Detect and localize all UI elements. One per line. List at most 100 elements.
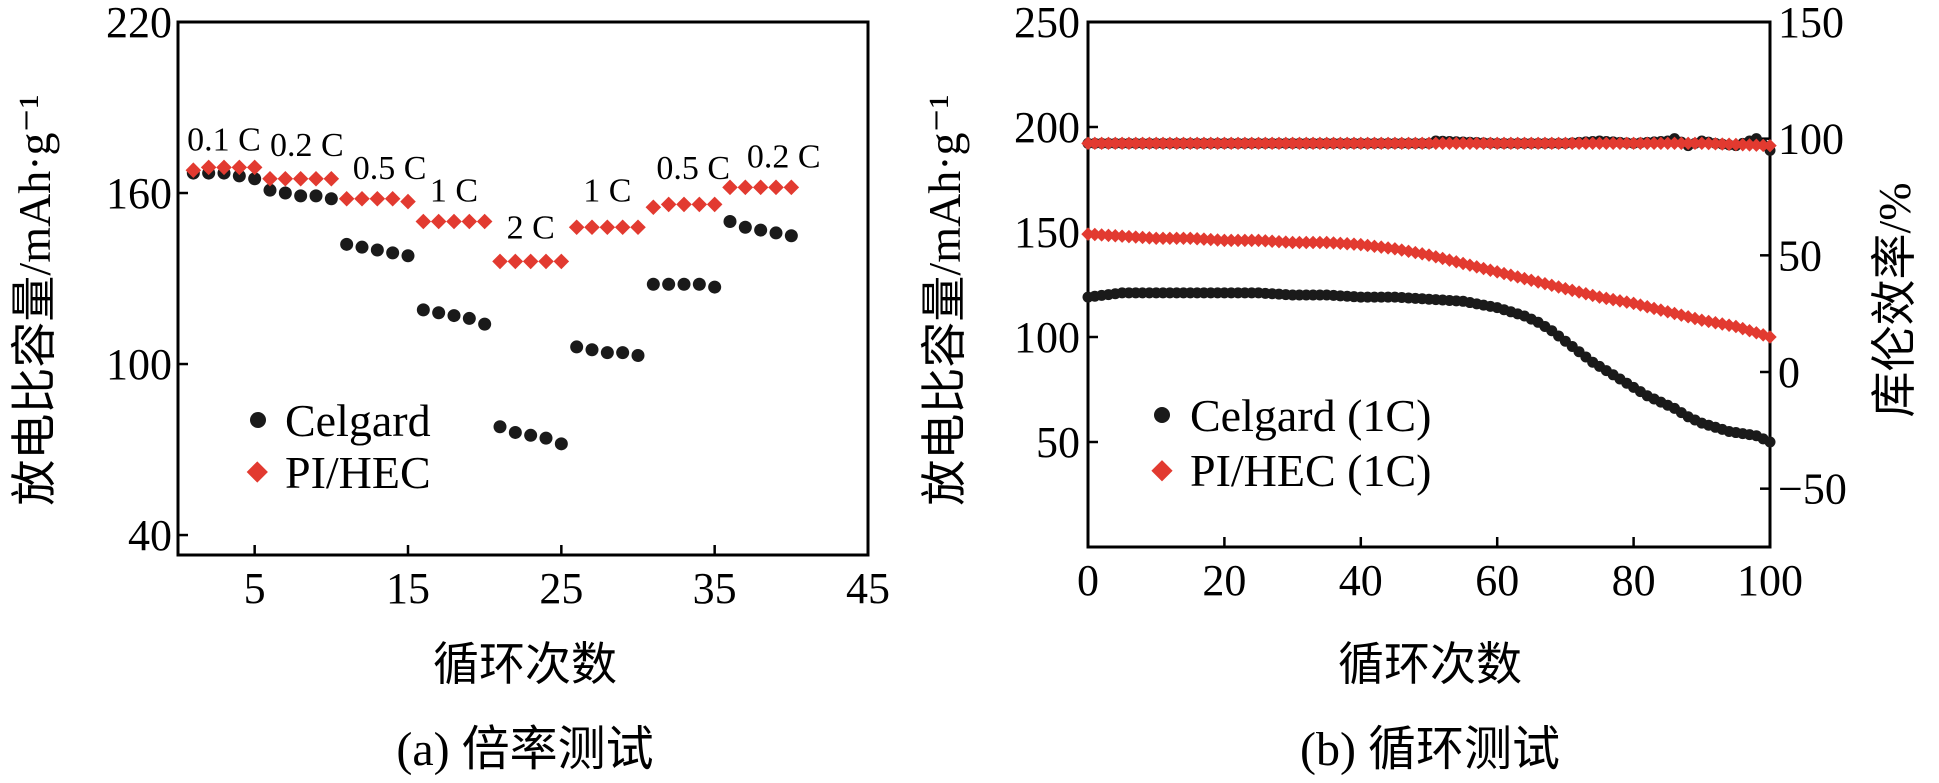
legend-label-pihec: PI/HEC (285, 447, 431, 498)
pihec-point (645, 199, 662, 216)
x-tick-label-0: 0 (1077, 556, 1099, 605)
pihec-point (630, 219, 646, 235)
pihec-point (323, 170, 340, 187)
pihec-point (446, 213, 462, 230)
pihec-point (599, 219, 616, 235)
celgard-point (232, 169, 246, 183)
celgard-point (677, 277, 691, 291)
pihec-point (752, 179, 769, 196)
x-tick-label-20: 20 (1202, 556, 1246, 605)
chart-a-marks (185, 159, 800, 451)
legend-marker-pihec (246, 461, 268, 483)
celgard-point (662, 277, 676, 291)
celgard-point (723, 215, 737, 229)
pihec-point (737, 179, 754, 196)
pihec-point (292, 170, 309, 187)
y-right-tick-label-100: 100 (1778, 115, 1844, 164)
x-tick-label-60: 60 (1475, 556, 1519, 605)
rate-label-1: 0.2 C (270, 127, 344, 164)
legend-marker-pihec-1c (1151, 460, 1173, 482)
rate-label-4: 2 C (507, 210, 555, 247)
celgard-point (493, 420, 507, 434)
legend-label-pihec-1c: PI/HEC (1C) (1190, 445, 1432, 496)
rate-label-3: 1 C (430, 173, 478, 210)
pihec-point (277, 170, 294, 187)
celgard-point (278, 186, 292, 200)
y-right-tick-label-0: 0 (1778, 348, 1800, 397)
rate-label-6: 0.5 C (656, 150, 730, 187)
celgard-point (554, 437, 568, 451)
x-tick-label-45: 45 (846, 564, 890, 613)
pihec-point (308, 170, 324, 187)
legend-label-celgard-1c: Celgard (1C) (1190, 390, 1431, 441)
pihec-point (568, 219, 585, 235)
pihec-point (354, 190, 370, 207)
pihec-point (415, 213, 432, 230)
celgard-point (324, 192, 338, 206)
pihec-point (400, 193, 416, 210)
pihec-point (553, 253, 570, 270)
celgard-point (631, 348, 645, 362)
chart-a-legend: Celgard PI/HEC (246, 395, 431, 498)
pihec-point (461, 213, 478, 230)
pihec-point (185, 162, 202, 178)
rate-label-7: 0.2 C (747, 138, 821, 175)
celgard-point (447, 309, 461, 323)
celgard-point (769, 226, 783, 240)
pihec-point (384, 190, 401, 207)
pihec-point (538, 253, 554, 270)
x-tick-label-80: 80 (1612, 556, 1656, 605)
x-tick-label-100: 100 (1737, 556, 1803, 605)
celgard-point (585, 343, 599, 357)
y-left-tick-label-250: 250 (1014, 0, 1080, 47)
celgard-point (524, 428, 538, 442)
celgard-point (401, 249, 415, 263)
celgard-point (370, 243, 384, 257)
pihec-point (691, 196, 708, 213)
rate-label-5: 1 C (583, 173, 631, 210)
pihec-point (768, 179, 784, 196)
y-left-tick-label-100: 100 (1014, 313, 1080, 362)
pihec-capacity-point (1763, 330, 1777, 344)
pihec-point (584, 219, 600, 235)
chart-b-legend: Celgard (1C) PI/HEC (1C) (1151, 390, 1432, 496)
rate-label-2: 0.5 C (353, 150, 427, 187)
rate-label-0: 0.1 C (187, 121, 261, 158)
chart-a-x-axis-title: 循环次数 (433, 639, 617, 690)
pihec-point (262, 170, 278, 187)
celgard-point (294, 189, 308, 203)
chart-b-ticks: 0 20 40 60 80 100 50 100 150 200 250 −50 0 50 100 150 (1014, 0, 1847, 605)
pihec-point (492, 253, 508, 270)
celgard-point (570, 340, 584, 354)
y-right-tick-label--50: −50 (1778, 465, 1847, 514)
pihec-point (522, 253, 539, 270)
celgard-point (432, 306, 446, 320)
pihec-point (369, 190, 386, 207)
celgard-point (355, 240, 369, 254)
pihec-point (200, 159, 217, 176)
pihec-point (216, 159, 232, 176)
celgard-capacity-point (1764, 436, 1776, 448)
y-right-tick-label-150: 150 (1778, 0, 1844, 47)
legend-marker-celgard-1c (1154, 407, 1170, 423)
y-right-tick-label-50: 50 (1778, 231, 1822, 280)
y-tick-label-100: 100 (106, 340, 172, 389)
celgard-point (508, 425, 522, 439)
y-left-tick-label-200: 200 (1014, 103, 1080, 152)
pihec-point (507, 253, 524, 270)
chart-b-cycle-test: 0 20 40 60 80 100 50 100 150 200 250 −50 0 50 100 150 C… (919, 0, 1920, 776)
celgard-point (263, 183, 277, 197)
celgard-point (248, 172, 262, 186)
celgard-point (416, 303, 430, 317)
chart-b-plot-frame (1086, 20, 1772, 549)
x-tick-label-5: 5 (244, 564, 266, 613)
celgard-point (462, 311, 476, 325)
celgard-point (738, 220, 752, 234)
chart-a-y-axis-title: 放电比容量/mAh·g⁻¹ (9, 94, 60, 505)
y-left-tick-label-150: 150 (1014, 208, 1080, 257)
pihec-point (231, 159, 248, 176)
celgard-point (646, 277, 660, 291)
pihec-point (430, 213, 447, 230)
